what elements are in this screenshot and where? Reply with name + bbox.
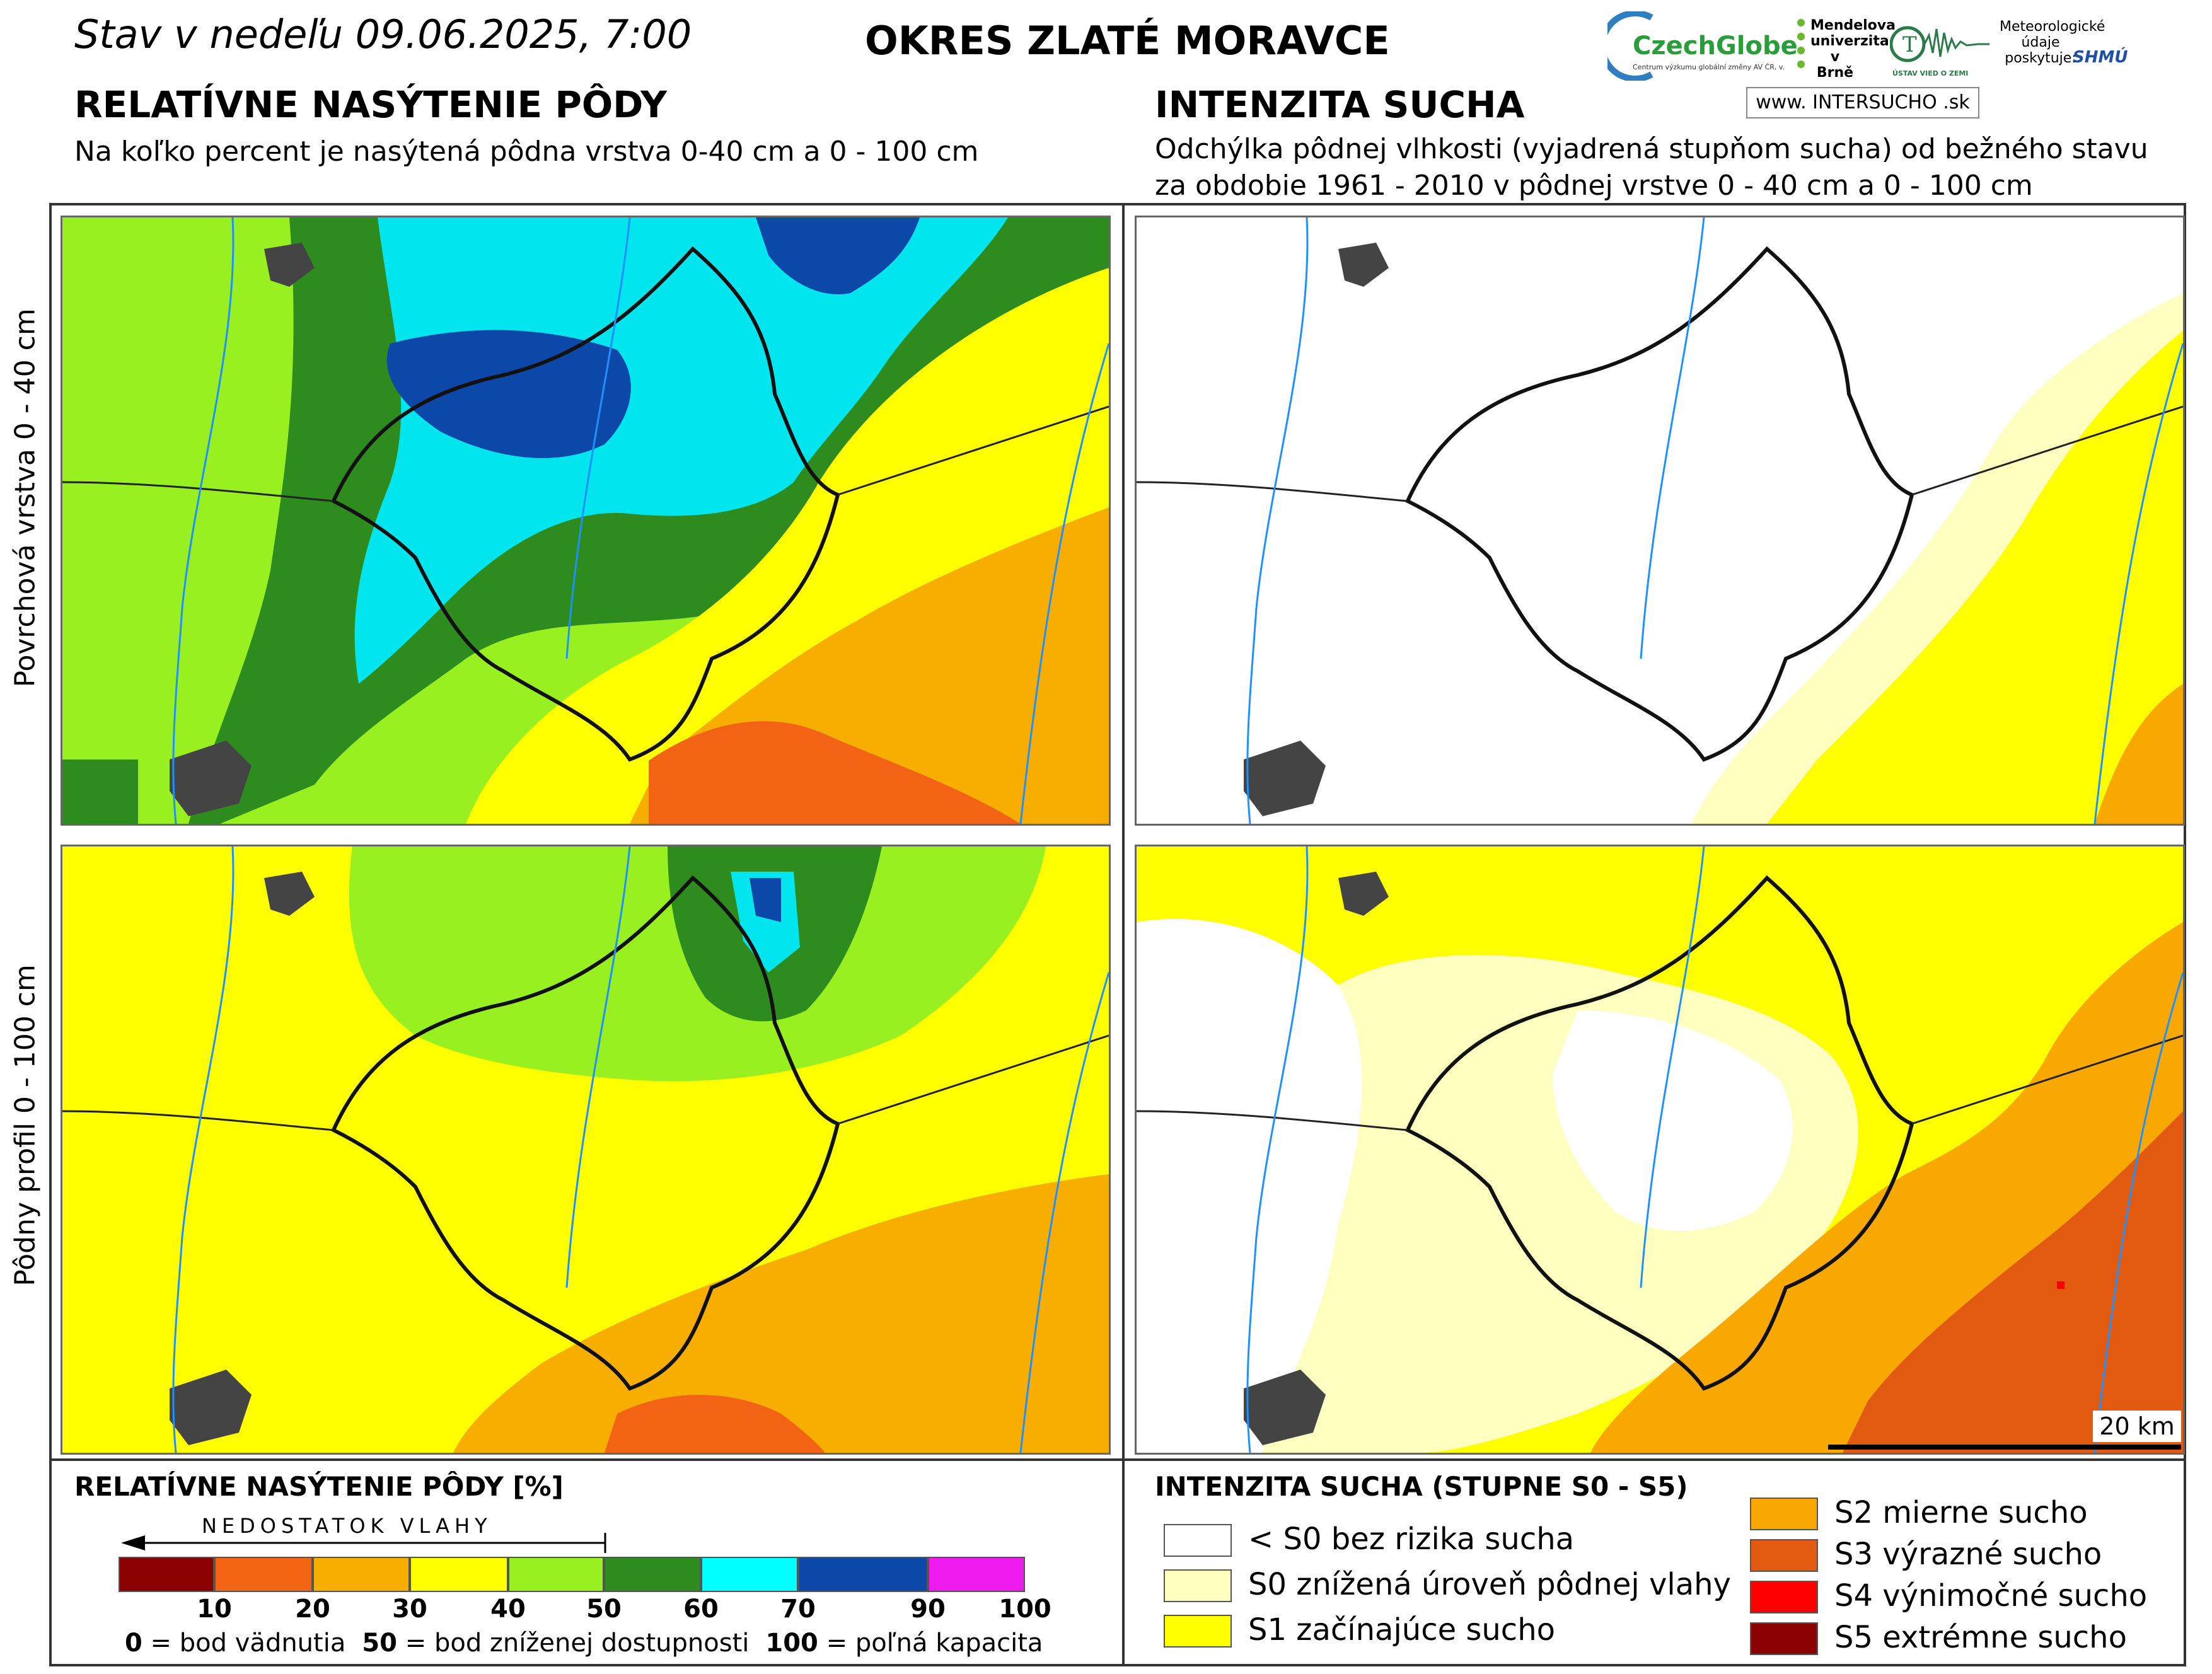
dryness-arrow-icon xyxy=(121,1533,606,1553)
czechglobe-logo xyxy=(1607,11,1653,81)
intersucho-logo: www. INTERSUCHO .sk xyxy=(1746,87,1979,118)
saturation-section-subtitle: Na koľko percent je nasýtená pôdna vrstv… xyxy=(74,136,979,168)
district-title: OKRES ZLATÉ MORAVCE xyxy=(865,18,1390,64)
saturation-scale-tick: 10 xyxy=(197,1595,232,1624)
saturation-scale-tick: 20 xyxy=(295,1595,330,1624)
saturation-scale-cell xyxy=(410,1557,508,1592)
saturation-legend-title: RELATÍVNE NASÝTENIE PÔDY [%] xyxy=(74,1471,564,1502)
drought-legend-swatch xyxy=(1164,1524,1232,1557)
uvz-logo-icon: T xyxy=(1890,26,1989,62)
drought-section-subtitle-2: za obdobie 1961 - 2010 v pôdnej vrstve 0… xyxy=(1155,170,2033,202)
drought-legend-swatch xyxy=(1750,1498,1818,1530)
report-date: Stav v nedeľu 09.06.2025, 7:00 xyxy=(74,11,692,57)
mendel-dots-icon xyxy=(1795,18,1807,74)
saturation-scale-cell xyxy=(798,1557,928,1592)
saturation-scale-cell xyxy=(313,1557,410,1592)
saturation-legend-note: 0 = bod vädnutia 50 = bod zníženej dostup… xyxy=(125,1629,1043,1658)
drought-legend-swatch xyxy=(1164,1615,1232,1648)
drought-legend-label: S5 extrémne sucho xyxy=(1834,1620,2127,1655)
drought-legend-label: S0 znížená úroveň pôdnej vlahy xyxy=(1248,1567,1731,1602)
drought-legend-swatch xyxy=(1750,1581,1818,1613)
drought-legend-label: S2 mierne sucho xyxy=(1834,1495,2088,1530)
shmu-logo: SHMÚ xyxy=(2073,48,2128,67)
saturation-scale-tick: 70 xyxy=(780,1595,816,1624)
map-drought-profile xyxy=(1135,845,2185,1455)
drought-legend-swatch xyxy=(1164,1569,1232,1602)
row-label-profile: Pôdny profil 0 - 100 cm xyxy=(9,964,42,1286)
drought-section-title: INTENZITA SUCHA xyxy=(1155,83,1525,126)
map-drought-topsoil xyxy=(1135,216,2185,826)
saturation-scale-tick: 100 xyxy=(999,1595,1051,1624)
row-label-topsoil: Povrchová vrstva 0 - 40 cm xyxy=(9,308,42,688)
saturation-scale-cell xyxy=(701,1557,798,1592)
meteo-provider-label: Meteorologické údaje poskytuje: xyxy=(2000,19,2105,66)
frame-legend-divider xyxy=(49,1458,2186,1461)
saturation-scale-tick: 90 xyxy=(910,1595,946,1624)
arrow-label: NEDOSTATOK VLAHY xyxy=(202,1514,492,1538)
czechglobe-name: CzechGlobe xyxy=(1633,32,1798,61)
mendel-logo: Mendelova univerzita v Brně xyxy=(1810,18,1896,81)
drought-legend-label: S1 začínajúce sucho xyxy=(1248,1612,1555,1648)
drought-legend-label: S3 výrazné sucho xyxy=(1834,1537,2102,1572)
saturation-scale-cell xyxy=(604,1557,701,1592)
drought-legend-label: S4 výnimočné sucho xyxy=(1834,1578,2148,1613)
drought-legend-swatch xyxy=(1750,1622,1818,1655)
partner-logos: CzechGlobe Centrum výzkumu globální změn… xyxy=(1607,11,2200,118)
uvz-logo-text: ÚSTAV VIED O ZEMI xyxy=(1892,69,1969,78)
svg-text:T: T xyxy=(1902,32,1917,57)
map-saturation-topsoil xyxy=(61,216,1111,826)
drought-section-subtitle-1: Odchýlka pôdnej vlhkosti (vyjadrená stup… xyxy=(1155,133,2148,165)
map-saturation-profile xyxy=(61,845,1111,1455)
saturation-scale-tick: 50 xyxy=(586,1595,622,1624)
scale-bar xyxy=(1828,1445,2181,1450)
saturation-scale-tick: 30 xyxy=(392,1595,427,1624)
saturation-section-title: RELATÍVNE NASÝTENIE PÔDY xyxy=(74,83,668,126)
drought-legend-label: < S0 bez rizika sucha xyxy=(1248,1521,1575,1557)
saturation-scale-cell xyxy=(508,1557,604,1592)
saturation-scale-tick: 60 xyxy=(683,1595,719,1624)
saturation-scale-cell xyxy=(928,1557,1025,1592)
saturation-scale-tick: 40 xyxy=(490,1595,526,1624)
scale-bar-label: 20 km xyxy=(2093,1411,2181,1442)
frame-vertical-divider xyxy=(1122,203,1125,1666)
czechglobe-tagline: Centrum výzkumu globální změny AV ČR, v.… xyxy=(1633,63,1784,71)
drought-legend-title: INTENZITA SUCHA (STUPNE S0 - S5) xyxy=(1155,1471,1688,1502)
drought-legend-swatch xyxy=(1750,1539,1818,1572)
saturation-scale-cell xyxy=(119,1557,214,1592)
saturation-scale-cell xyxy=(214,1557,313,1592)
map-frame xyxy=(49,203,2186,1666)
